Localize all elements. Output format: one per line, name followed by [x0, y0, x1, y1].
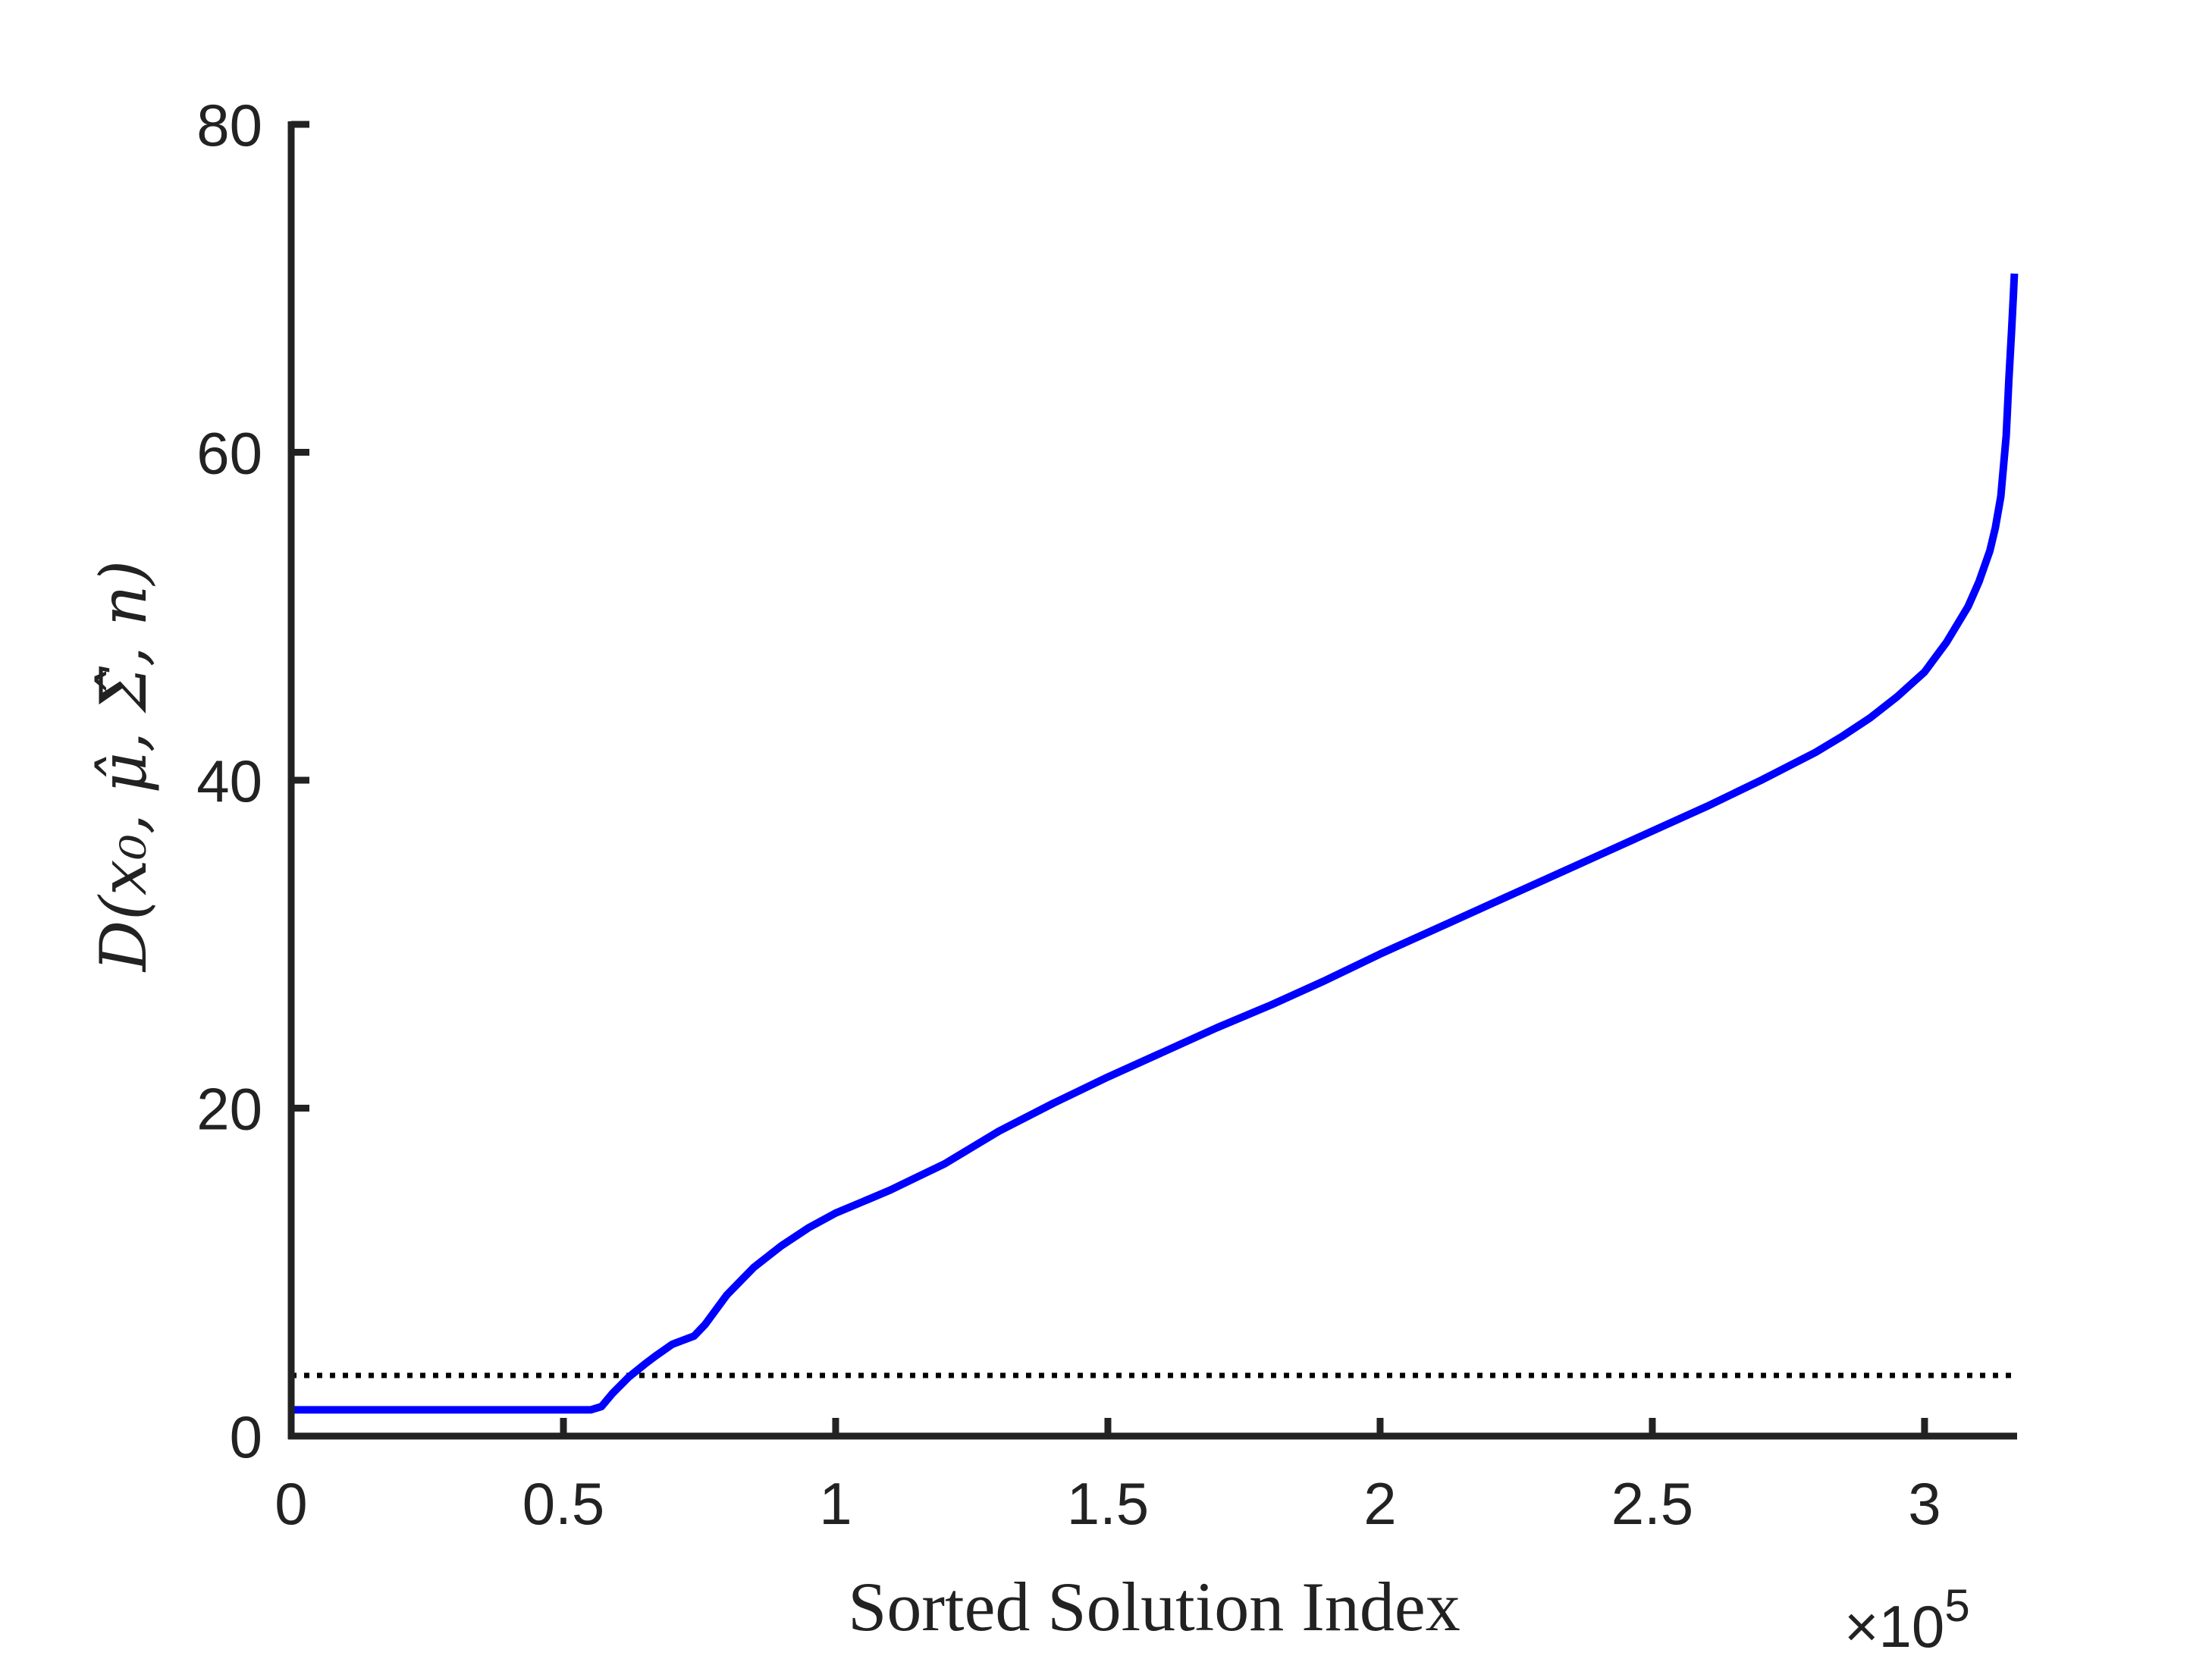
y-tick-label: 0 [230, 1403, 262, 1470]
x-tick-label: 0 [275, 1470, 307, 1537]
x-tick-label: 2 [1363, 1470, 1396, 1537]
y-axis-title: D(x₀, μ̂, Σ̂, n) [86, 560, 161, 973]
y-tick-label: 80 [196, 92, 262, 158]
x-axis-title: Sorted Solution Index [848, 1568, 1461, 1645]
y-tick-label: 60 [196, 420, 262, 487]
x-tick-label: 1 [819, 1470, 852, 1537]
y-tick-label: 20 [196, 1076, 262, 1143]
x-exponent-base: ×10 [1844, 1593, 1944, 1659]
x-tick-label: 2.5 [1611, 1470, 1693, 1537]
x-tick-label: 3 [1908, 1470, 1941, 1537]
x-tick-label: 0.5 [522, 1470, 604, 1537]
series-layer [291, 273, 2019, 1414]
y-tick-label: 40 [196, 748, 262, 814]
x-exponent-power: 5 [1944, 1580, 1969, 1631]
ticks-layer: 0 0.5 1 1.5 2 2.5 3 0 20 40 60 80 [196, 92, 1941, 1537]
x-axis-exponent: ×105 [1844, 1580, 1970, 1659]
series-line [291, 273, 2019, 1414]
x-tick-label: 1.5 [1067, 1470, 1149, 1537]
